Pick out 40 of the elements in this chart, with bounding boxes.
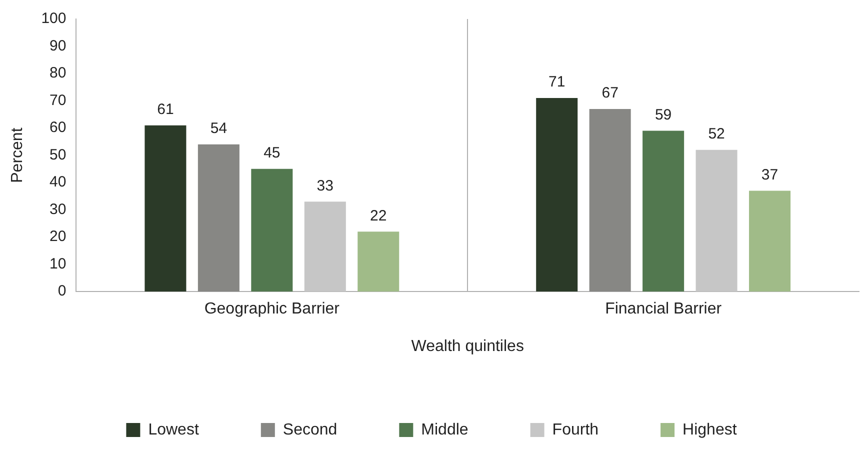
x-axis-title: Wealth quintiles [411,338,524,355]
data-label: 22 [370,207,387,224]
data-label: 59 [654,106,672,124]
bar [589,108,631,292]
y-tick-label: 80 [50,64,66,82]
y-tick-label: 60 [50,119,66,136]
legend-label: Fourth [552,421,599,438]
bar [358,232,400,292]
data-label: 45 [264,144,280,162]
legend-label: Lowest [148,421,200,438]
y-tick-label: 10 [50,255,66,272]
legend-label: Middle [421,421,468,438]
y-tick-label: 50 [50,146,66,164]
bar [251,168,293,292]
data-label: 71 [548,74,566,91]
data-label: 61 [157,100,174,118]
legend-label: Second [282,421,338,438]
bar [144,125,186,292]
legend-label: Highest [682,421,738,438]
y-tick-label: 40 [50,174,66,191]
x-tick-label: Geographic Barrier [204,300,340,318]
x-tick-label: Financial Barrier [605,300,722,318]
y-tick-label: 90 [50,37,66,54]
y-axis-title: Percent [9,127,26,183]
y-tick-label: 20 [50,228,66,246]
data-label: 33 [316,177,334,194]
bar [304,202,346,292]
data-label: 37 [761,166,778,184]
y-tick-label: 100 [41,10,66,28]
bar [696,150,738,292]
data-label: 54 [210,120,228,138]
y-tick-label: 30 [50,200,66,218]
y-tick-label: 70 [50,92,66,109]
y-tick-label: 0 [58,282,66,300]
bar [749,190,791,292]
bar [198,144,240,292]
bar [536,98,578,292]
bar [642,130,684,292]
data-label: 52 [708,125,725,142]
data-label: 67 [602,84,618,102]
